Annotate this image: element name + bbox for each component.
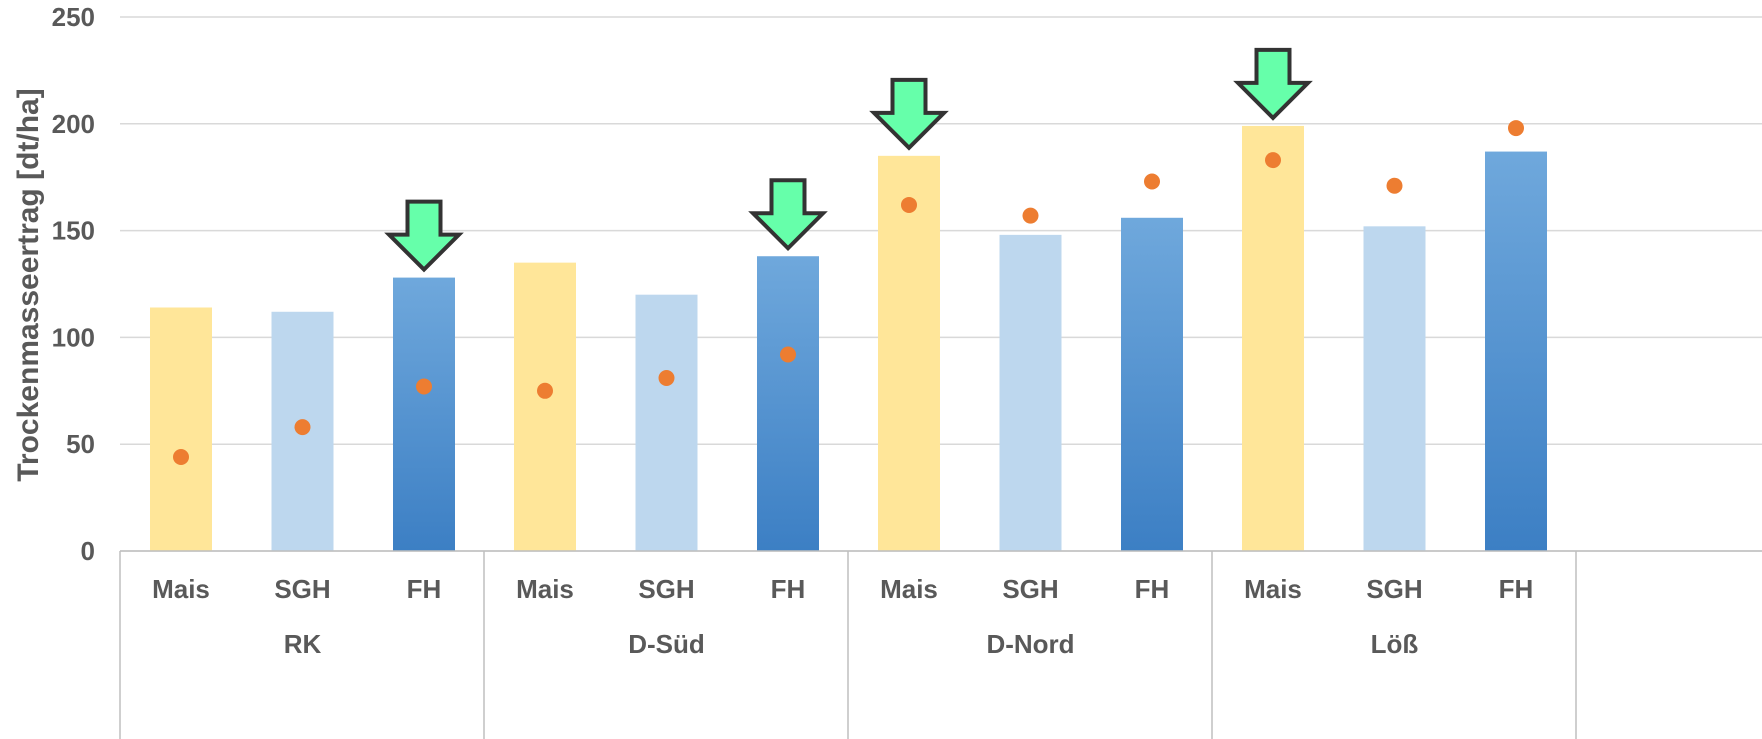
point-D-Nord-FH [1144, 173, 1160, 190]
bars [150, 125, 1547, 551]
down-arrow-icon-RK-FH [384, 199, 464, 273]
x-tick-label-RK-Mais: Mais [152, 574, 210, 604]
bar-D-Nord-SGH [999, 234, 1062, 551]
y-tick-label-0: 0 [81, 536, 95, 566]
point-RK-FH [416, 378, 432, 395]
bar-RK-Mais [150, 307, 212, 551]
points [173, 120, 1524, 466]
bar-D-Nord-Mais [878, 155, 940, 551]
group-label-D-Süd: D-Süd [628, 629, 705, 659]
x-tick-label-D-Süd-FH: FH [771, 574, 806, 604]
y-axis-label: Trockenmasseertrag [dt/ha] [12, 88, 45, 481]
y-tick-label-250: 250 [52, 2, 95, 32]
down-arrow-icon-D-Nord-Mais [869, 77, 949, 151]
point-D-Süd-FH [780, 346, 796, 363]
point-D-Nord-Mais [901, 196, 917, 213]
bar-D-Süd-FH [757, 256, 819, 551]
x-tick-label-RK-SGH: SGH [274, 574, 330, 604]
x-tick-label-D-Süd-Mais: Mais [516, 574, 574, 604]
y-tick-labels: 0 50 100 150 200 250 [52, 2, 95, 566]
y-tick-label-50: 50 [66, 429, 95, 459]
point-Löß-FH [1508, 120, 1524, 137]
bar-Löß-FH [1485, 151, 1547, 551]
group-label-RK: RK [284, 629, 322, 659]
x-tick-label-Löß-Mais: Mais [1244, 574, 1302, 604]
bar-RK-FH [393, 277, 455, 551]
x-tick-label-Löß-SGH: SGH [1366, 574, 1422, 604]
y-tick-label-150: 150 [52, 216, 95, 246]
point-Löß-SGH [1386, 177, 1403, 194]
bar-Löß-Mais [1242, 125, 1304, 551]
bar-D-Nord-FH [1121, 217, 1183, 551]
x-tick-label-RK-FH: FH [407, 574, 442, 604]
x-tick-label-D-Nord-FH: FH [1135, 574, 1170, 604]
y-tick-label-100: 100 [52, 322, 95, 352]
x-tick-label-D-Nord-SGH: SGH [1002, 574, 1058, 604]
point-RK-SGH [294, 419, 311, 436]
x-tick-label-D-Süd-SGH: SGH [638, 574, 694, 604]
arrows [384, 47, 1313, 273]
down-arrow-icon-D-Süd-FH [748, 178, 828, 252]
x-tick-label-D-Nord-Mais: Mais [880, 574, 938, 604]
x-tick-label-Löß-FH: FH [1499, 574, 1534, 604]
y-tick-label-200: 200 [52, 109, 95, 139]
x-axis: Mais SGH FH RK Mais SGH FH D-Süd Mais SGH FH D-Nord… [119, 550, 1762, 739]
point-Löß-Mais [1265, 152, 1281, 169]
point-RK-Mais [173, 449, 189, 466]
point-D-Süd-SGH [658, 369, 675, 386]
point-D-Süd-Mais [537, 382, 553, 399]
group-label-Löß: Löß [1371, 629, 1419, 659]
bar-D-Süd-Mais [514, 262, 576, 551]
point-D-Nord-SGH [1022, 207, 1039, 224]
bar-Löß-SGH [1363, 226, 1426, 551]
bar-D-Süd-SGH [635, 294, 698, 551]
group-label-D-Nord: D-Nord [986, 629, 1074, 659]
down-arrow-icon-Löß-Mais [1233, 47, 1313, 121]
